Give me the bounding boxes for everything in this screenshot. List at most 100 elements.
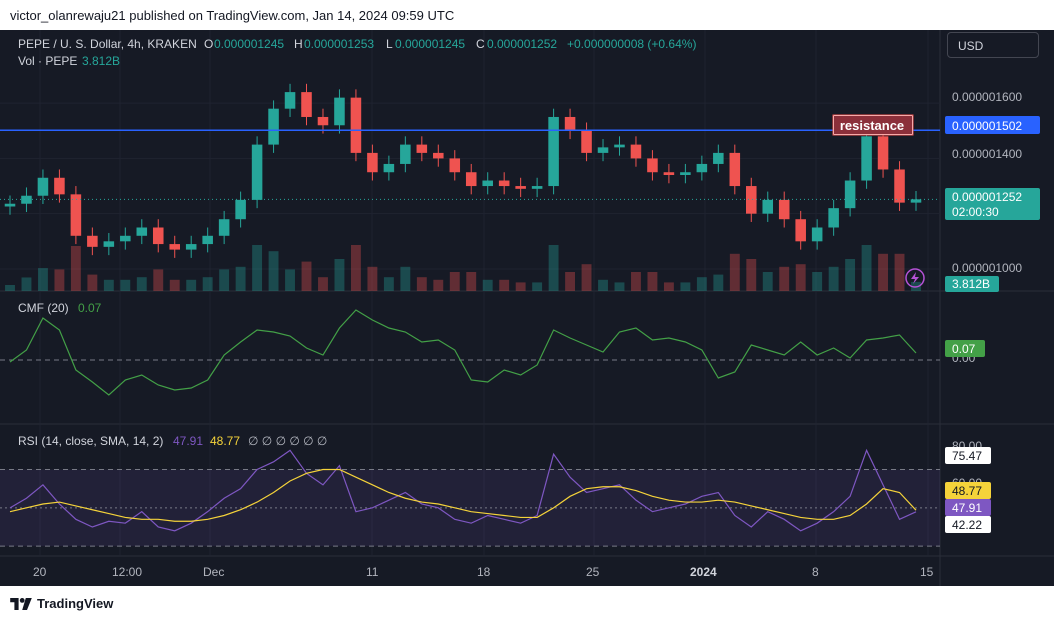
- volume-bar: [70, 246, 81, 291]
- candle-body: [861, 136, 872, 181]
- candle-body: [795, 219, 806, 242]
- rsi-title[interactable]: RSI (14, close, SMA, 14, 2): [18, 434, 163, 448]
- candle-body: [416, 144, 428, 153]
- candle-body: [778, 199, 790, 220]
- volume-bar: [812, 272, 823, 291]
- candle-body: [218, 219, 230, 236]
- rsi-layer: [0, 448, 940, 547]
- volume-bar: [285, 269, 295, 291]
- high-label: H: [294, 37, 303, 51]
- volume-bar: [235, 266, 246, 291]
- volume-bar: [5, 285, 15, 291]
- candle-body: [449, 158, 461, 173]
- high-value: 0.000001253: [304, 37, 374, 51]
- candle-body: [284, 92, 296, 109]
- volume-bar: [87, 274, 98, 291]
- candle-body: [169, 244, 180, 250]
- volume-bar: [746, 259, 757, 291]
- lightning-icon-glyph: [911, 272, 919, 284]
- candle-body: [762, 199, 774, 214]
- open-label: O: [204, 37, 213, 51]
- volume-bar: [103, 279, 114, 291]
- candle-body: [696, 163, 708, 173]
- volume-bar: [367, 266, 378, 291]
- volume-title[interactable]: Vol · PEPE: [18, 54, 77, 68]
- candle-body: [301, 92, 312, 117]
- rsi-sma-badge: [945, 482, 991, 499]
- candle-body: [482, 180, 493, 187]
- volume-bar: [153, 269, 164, 291]
- candle-body: [811, 227, 823, 242]
- resistance-price-badge[interactable]: [945, 116, 1040, 134]
- volume-bar: [861, 245, 872, 291]
- tradingview-logo[interactable]: TradingView: [10, 596, 113, 611]
- symbol-title[interactable]: PEPE / U. S. Dollar, 4h, KRAKEN: [18, 37, 197, 51]
- candle-body: [614, 144, 625, 148]
- candle-body: [37, 177, 49, 196]
- time-tick-15: 15: [920, 565, 934, 579]
- chart-frame[interactable]: resistance PEPE / U. S. Dollar, 4h, KRAK…: [0, 30, 1054, 586]
- publisher-line: victor_olanrewaju21 published on Trading…: [10, 8, 455, 23]
- candle-body: [729, 152, 741, 187]
- lightning-icon[interactable]: [905, 268, 925, 288]
- last-price: 0.000001252: [952, 190, 1022, 204]
- chart-canvas[interactable]: resistance PEPE / U. S. Dollar, 4h, KRAK…: [0, 30, 1054, 586]
- cmf-title[interactable]: CMF (20): [18, 301, 69, 315]
- volume-bar: [598, 279, 608, 291]
- time-tick-11: 11: [366, 565, 379, 579]
- candle-body: [202, 235, 213, 245]
- candle-body: [21, 195, 32, 204]
- resistance-price: 0.000001502: [952, 119, 1022, 133]
- volume-bar: [581, 264, 592, 291]
- candle-body: [894, 169, 905, 203]
- volume-bar: [713, 274, 724, 291]
- volume-bar: [219, 269, 230, 291]
- rsi-value-badge-value: 47.91: [952, 501, 982, 515]
- volume-badge: [945, 276, 999, 292]
- candle-body: [548, 116, 559, 187]
- candle-body: [4, 203, 16, 207]
- candle-body: [680, 172, 691, 175]
- last-price-badge[interactable]: [945, 188, 1040, 220]
- low-label: L: [386, 37, 393, 51]
- rsi-line: [9, 448, 917, 532]
- volume-bar: [334, 259, 345, 291]
- candle-body: [433, 152, 444, 159]
- volume-bar: [482, 279, 493, 291]
- volume-bar: [318, 277, 328, 291]
- cmf-value: 0.07: [78, 301, 102, 315]
- price-tick-1000: 0.000001000: [952, 261, 1022, 275]
- candle-body: [498, 180, 510, 187]
- close-value: 0.000001252: [487, 37, 557, 51]
- currency-button[interactable]: USD: [947, 32, 1039, 58]
- tradingview-logo-icon: [10, 597, 32, 610]
- candle-body: [844, 180, 856, 209]
- volume-bar: [466, 272, 477, 291]
- volume-bar: [680, 282, 691, 291]
- candle-body: [103, 241, 115, 247]
- candle-body: [120, 235, 131, 242]
- volume-bar: [779, 266, 790, 291]
- rsi-sma-line: [9, 468, 917, 522]
- resistance-label[interactable]: resistance: [840, 118, 904, 133]
- rsi-sma-badge-value: 48.77: [952, 484, 982, 498]
- low-value: 0.000001245: [395, 37, 465, 51]
- candle-body: [713, 152, 724, 164]
- tradingview-logo-text: TradingView: [37, 596, 114, 611]
- candle-body: [367, 152, 378, 173]
- volume-bar: [301, 261, 312, 291]
- volume-bar: [845, 259, 856, 291]
- time-tick-2024: 2024: [690, 565, 717, 579]
- candle-body: [350, 97, 362, 153]
- volume-bar: [136, 277, 147, 291]
- candle-body: [581, 130, 592, 153]
- volume-bar: [268, 251, 279, 291]
- candle-body: [400, 144, 411, 164]
- cmf-badge-value: 0.07: [952, 342, 976, 356]
- candle-body: [251, 144, 263, 200]
- volume-bar: [696, 277, 707, 291]
- volume-bar: [548, 245, 559, 291]
- volume-bar: [795, 264, 806, 291]
- candle-body: [630, 144, 642, 159]
- volume-bar: [663, 282, 674, 291]
